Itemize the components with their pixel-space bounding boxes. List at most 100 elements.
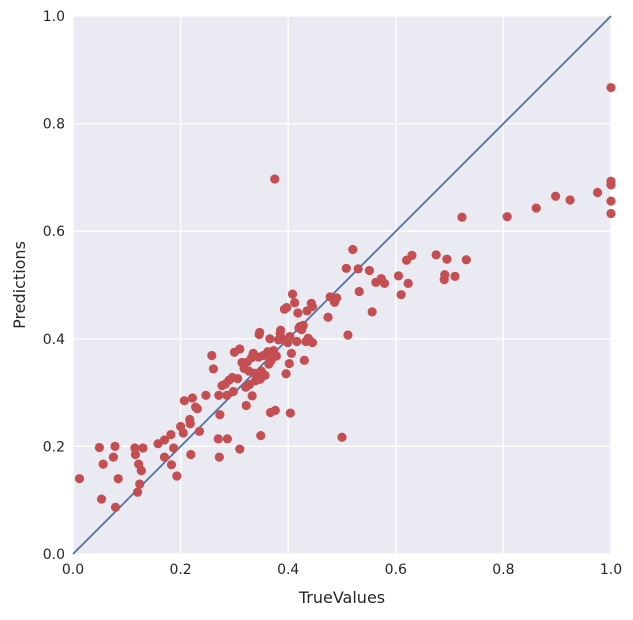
x-tick-label: 0.0 — [62, 562, 84, 578]
tick-labels: 0.0 0.2 0.4 0.6 0.8 1.0 0.0 0.2 0.4 0.6 0.8 1.0 — [43, 9, 622, 578]
data-point — [169, 443, 179, 453]
data-point — [270, 174, 280, 184]
data-point — [235, 444, 245, 454]
y-tick-label: 0.0 — [43, 547, 65, 563]
data-point — [207, 350, 217, 361]
data-point — [98, 459, 108, 469]
data-point — [364, 265, 375, 276]
data-point — [228, 386, 238, 397]
data-point — [135, 479, 145, 489]
data-point — [461, 255, 471, 265]
y-axis-title: Predictions — [10, 241, 29, 329]
y-tick-label: 0.6 — [43, 224, 65, 240]
data-point — [113, 474, 123, 484]
data-point — [565, 195, 575, 205]
data-point — [332, 293, 342, 303]
data-point — [186, 449, 196, 460]
data-point — [367, 307, 377, 317]
data-point — [431, 250, 441, 260]
data-point — [299, 355, 309, 365]
data-point — [132, 487, 143, 497]
data-point — [276, 325, 286, 335]
data-point — [284, 358, 294, 369]
data-point — [271, 351, 281, 361]
data-point — [606, 196, 616, 206]
data-point — [285, 332, 295, 342]
data-point — [108, 452, 118, 462]
data-point — [292, 336, 302, 347]
x-tick-label: 0.2 — [169, 562, 191, 578]
x-tick-label: 0.4 — [277, 562, 299, 578]
data-point — [502, 212, 512, 222]
data-point — [96, 494, 107, 504]
data-point — [194, 426, 205, 436]
data-point — [592, 187, 603, 198]
data-point — [241, 400, 251, 411]
data-point — [348, 244, 358, 255]
data-point — [74, 474, 85, 484]
data-point — [341, 263, 351, 273]
data-points — [74, 82, 616, 512]
data-point — [403, 278, 413, 288]
y-tick-label: 0.2 — [43, 439, 65, 455]
data-point — [396, 290, 406, 300]
data-point — [354, 286, 364, 297]
data-point — [255, 327, 265, 337]
data-point — [353, 264, 363, 274]
data-point — [457, 212, 467, 222]
data-point — [136, 466, 146, 476]
data-point — [256, 431, 266, 441]
x-tick-label: 0.6 — [385, 562, 407, 578]
x-axis-title: TrueValues — [298, 588, 385, 607]
data-point — [270, 405, 280, 415]
data-point — [166, 429, 176, 440]
data-point — [130, 449, 141, 460]
data-point — [337, 432, 347, 442]
data-point — [213, 434, 223, 444]
data-point — [550, 191, 561, 201]
data-point — [393, 271, 404, 281]
data-point — [178, 428, 188, 438]
y-tick-label: 1.0 — [43, 9, 65, 25]
data-point — [166, 460, 177, 470]
data-point — [323, 312, 333, 322]
data-point — [442, 254, 452, 264]
data-point — [450, 271, 460, 281]
data-point — [247, 391, 257, 401]
data-point — [606, 208, 616, 219]
y-tick-label: 0.4 — [43, 332, 65, 348]
data-point — [290, 298, 300, 308]
data-point — [222, 434, 233, 444]
data-point — [379, 278, 390, 288]
data-point — [185, 419, 195, 429]
data-point — [285, 408, 295, 418]
data-point — [214, 452, 224, 462]
data-point — [286, 348, 297, 358]
data-point — [235, 344, 245, 354]
data-point — [201, 390, 211, 400]
data-point — [94, 442, 104, 453]
data-point — [606, 180, 616, 190]
data-point — [214, 390, 224, 400]
reference-line — [72, 15, 612, 555]
data-point — [215, 410, 225, 420]
data-point — [179, 396, 189, 406]
data-point — [281, 302, 292, 313]
data-point — [138, 443, 148, 453]
data-point — [287, 289, 298, 299]
data-point — [307, 337, 318, 348]
data-point — [260, 370, 270, 380]
data-point — [110, 502, 121, 512]
data-point — [307, 301, 318, 312]
data-point — [298, 320, 308, 330]
data-point — [159, 435, 170, 445]
data-point — [407, 250, 417, 261]
data-point — [281, 369, 291, 379]
data-point — [172, 471, 182, 481]
grid-lines — [72, 15, 612, 555]
data-point — [343, 330, 353, 340]
x-tick-label: 1.0 — [600, 562, 622, 578]
data-point — [440, 270, 450, 280]
